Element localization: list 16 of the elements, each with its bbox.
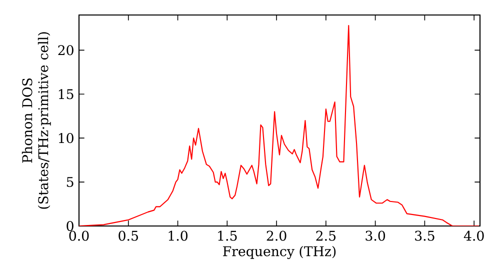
y-tick-label: 10 bbox=[58, 133, 74, 144]
x-tick-label: 3.0 bbox=[366, 230, 386, 241]
x-axis-title: Frequency (THz) bbox=[223, 246, 336, 260]
x-tick-label: 1.0 bbox=[168, 230, 188, 241]
y-axis-title: Phonon DOS (States/THz·primitive cell) bbox=[22, 32, 51, 209]
y-tick-label: 5 bbox=[66, 177, 74, 187]
x-tick-label: 3.5 bbox=[415, 230, 434, 241]
x-tick-label: 0.5 bbox=[118, 230, 138, 241]
x-tick-label: 2.0 bbox=[266, 230, 286, 241]
x-tick-label: 2.5 bbox=[316, 230, 336, 241]
x-tick-label: 4.0 bbox=[464, 230, 484, 241]
y-tick-label: 0 bbox=[66, 220, 74, 232]
x-tick-label: 1.5 bbox=[218, 230, 237, 241]
x-tick-label: 0.0 bbox=[69, 230, 89, 241]
y-tick-label: 15 bbox=[58, 89, 74, 100]
y-tick-label: 20 bbox=[58, 45, 74, 56]
